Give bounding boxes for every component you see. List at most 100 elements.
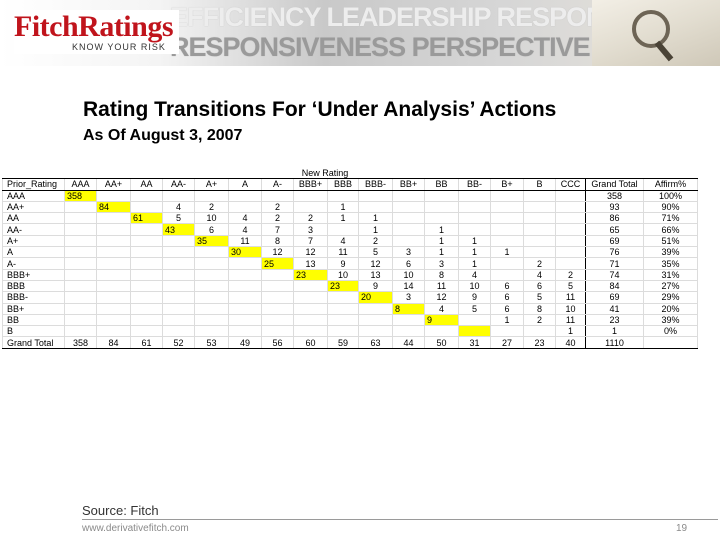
table-cell — [162, 246, 195, 259]
column-header: AA- — [162, 178, 195, 191]
total-cell: 40 — [555, 336, 586, 349]
table-cell: 10 — [392, 268, 425, 281]
diagonal-cell: 23 — [327, 279, 359, 293]
table-cell: 4 — [162, 200, 195, 214]
total-cell: 358 — [64, 336, 97, 349]
table-cell — [194, 246, 229, 259]
table-cell: 10 — [194, 212, 229, 225]
column-header: AA — [130, 178, 163, 191]
table-row: A+ 35 11 8 7 4 2 1 1 69 51% — [2, 234, 698, 248]
table-cell: 2 — [555, 268, 586, 281]
total-cell: 50 — [424, 336, 459, 349]
table-cell: 66% — [643, 223, 698, 236]
table-cell: 76 — [585, 246, 644, 259]
diagonal-cell: 20 — [358, 291, 393, 304]
table-cell — [490, 212, 524, 225]
table-cell: 8 — [424, 268, 459, 281]
table-cell: 1 — [458, 246, 491, 259]
table-cell: 1 — [358, 223, 393, 236]
total-cell: 56 — [261, 336, 294, 349]
table-cell: 2 — [358, 234, 393, 248]
table-cell — [64, 302, 97, 315]
table-cell — [130, 291, 163, 304]
table-cell: 65 — [585, 223, 644, 236]
table-cell: 69 — [585, 291, 644, 304]
table-row: A- 25 13 9 12 6 3 1 2 71 35% — [2, 257, 698, 270]
source-note: Source: Fitch — [82, 503, 159, 518]
table-cell — [327, 291, 359, 304]
table-cell — [194, 268, 229, 281]
table-cell — [523, 246, 556, 259]
table-cell: 29% — [643, 291, 698, 304]
table-cell — [261, 313, 294, 327]
table-cell — [228, 279, 262, 293]
table-cell: 9 — [327, 257, 359, 270]
table-row: AAA 358 358 100% — [2, 189, 698, 202]
table-cell: 1 — [490, 246, 524, 259]
table-cell — [64, 257, 97, 270]
table-cell: 10 — [327, 268, 359, 281]
table-cell — [358, 200, 393, 214]
new-rating-header: New Rating — [64, 168, 586, 180]
table-cell — [130, 200, 163, 214]
table-cell — [228, 268, 262, 281]
table-cell: 1 — [327, 200, 359, 214]
table-cell — [293, 302, 328, 315]
table-cell: 93 — [585, 200, 644, 214]
table-cell: 12 — [358, 257, 393, 270]
table-cell — [523, 325, 556, 338]
table-cell — [490, 189, 524, 202]
page-number: 19 — [676, 523, 688, 534]
table-cell: 5 — [555, 279, 586, 293]
table-cell: 4 — [228, 212, 262, 225]
table-cell: 3 — [424, 257, 459, 270]
column-header: BBB+ — [293, 178, 328, 191]
footer-url: www.derivativefitch.com — [82, 523, 189, 534]
column-header: B — [523, 178, 556, 191]
table-cell: 5 — [358, 246, 393, 259]
table-cell: 1 — [490, 313, 524, 327]
table-cell — [96, 212, 131, 225]
table-cell — [392, 223, 425, 236]
table-cell: 5 — [458, 302, 491, 315]
table-cell — [490, 223, 524, 236]
table-cell — [228, 302, 262, 315]
table-cell — [293, 279, 328, 293]
table-cell: 7 — [261, 223, 294, 236]
table-cell — [293, 313, 328, 327]
table-cell — [458, 212, 491, 225]
diagonal-cell: 25 — [261, 257, 294, 270]
table-cell — [261, 302, 294, 315]
table-cell: 12 — [261, 246, 294, 259]
table-cell — [64, 200, 97, 214]
table-row: BBB 23 9 14 11 10 6 6 5 84 27% — [2, 279, 698, 293]
table-cell — [327, 313, 359, 327]
diagonal-cell: 84 — [96, 200, 131, 214]
table-cell — [194, 189, 229, 202]
table-cell: 9 — [358, 279, 393, 293]
table-cell: 6 — [523, 279, 556, 293]
row-label: BBB — [2, 279, 65, 293]
table-cell: 11 — [327, 246, 359, 259]
table-cell — [162, 268, 195, 281]
table-cell — [392, 313, 425, 327]
table-cell — [130, 246, 163, 259]
table-cell — [130, 302, 163, 315]
table-cell: 71% — [643, 212, 698, 225]
table-cell: 5 — [162, 212, 195, 225]
table-cell: 0% — [643, 325, 698, 338]
diagonal-cell: 61 — [130, 212, 163, 225]
table-cell — [130, 268, 163, 281]
table-cell — [162, 279, 195, 293]
total-cell: 31 — [458, 336, 491, 349]
table-cell — [555, 189, 586, 202]
table-cell: 31% — [643, 268, 698, 281]
column-header: B+ — [490, 178, 524, 191]
table-cell — [64, 223, 97, 236]
table-cell — [228, 189, 262, 202]
table-cell: 4 — [424, 302, 459, 315]
table-cell — [523, 223, 556, 236]
slide-title: Rating Transitions For ‘Under Analysis’ … — [83, 98, 557, 121]
table-cell — [130, 313, 163, 327]
diagonal-cell: 35 — [194, 234, 229, 248]
